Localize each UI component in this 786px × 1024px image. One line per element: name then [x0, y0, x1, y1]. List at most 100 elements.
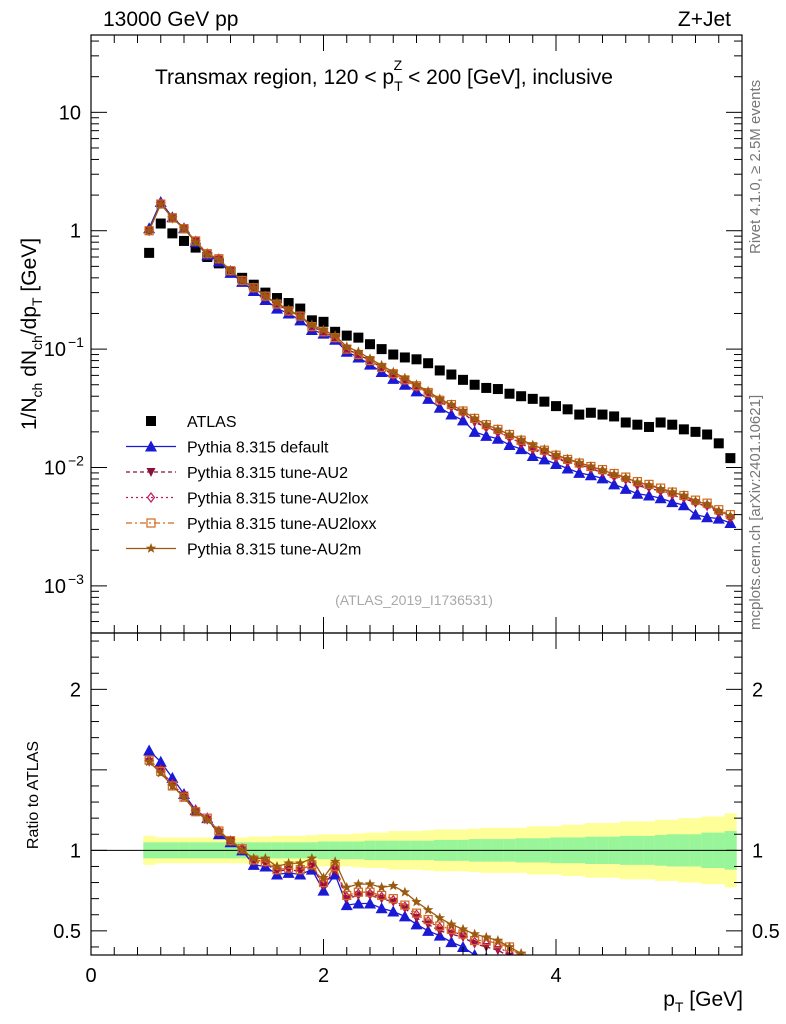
ratio-point-s0-19 [364, 897, 376, 909]
data-point-s0-36 [562, 404, 573, 415]
data-point-s5-6 [213, 254, 225, 265]
data-point-s5-29 [481, 419, 492, 430]
ratio-point-s4-23 [411, 896, 422, 907]
ratio-point-s0-0 [143, 744, 156, 756]
y-tick-label: 10 [59, 102, 81, 124]
data-point-s1-34 [538, 453, 551, 465]
data-point-s1-42 [631, 487, 644, 499]
ratio-point-s4-16 [329, 856, 341, 867]
data-point-s5-44 [655, 483, 666, 494]
ratio-point-s3-23 [411, 908, 422, 918]
ratio-point-s4-11 [271, 861, 283, 871]
ratio-point-s2-15 [319, 878, 328, 890]
ratio-point-s3-25 [435, 921, 445, 931]
data-point-s5-11 [271, 297, 283, 308]
data-point-s5-7 [225, 265, 236, 276]
header-collision-label: 13000 GeV pp [103, 8, 238, 31]
ratio-point-s4-2 [167, 780, 178, 791]
data-point-s0-23 [411, 354, 422, 365]
legend-label-2: Pythia 8.315 tune-AU2 [187, 465, 348, 482]
ratio-point-s4-7 [225, 835, 236, 846]
data-point-s5-20 [376, 359, 387, 370]
data-point-s1-40 [608, 478, 621, 490]
data-point-s1-29 [480, 429, 493, 441]
y-tick-exponent: −2 [68, 452, 84, 468]
data-point-s5-38 [585, 461, 597, 471]
data-point-s0-18 [353, 332, 364, 343]
y-tick-label: 10 [44, 339, 66, 361]
plot-title: Transmax region, 120 < pTZ < 200 [GeV], … [155, 57, 613, 94]
data-point-s5-39 [597, 464, 608, 475]
ratio-point-s4-6 [213, 825, 225, 836]
data-point-s0-25 [434, 365, 445, 376]
data-point-s0-35 [551, 401, 561, 412]
legend-marker-1 [145, 440, 157, 452]
data-point-s5-8 [236, 275, 248, 285]
ratio-point-s0-27 [457, 940, 469, 952]
ratio-point-s2-32 [520, 954, 522, 955]
data-point-s0-28 [469, 379, 480, 390]
data-point-s0-1 [155, 218, 166, 229]
ratio-point-s2-31 [505, 947, 514, 955]
legend-label-4: Pythia 8.315 tune-AU2loxx [187, 516, 376, 533]
ratio-point-s1-14 [307, 862, 317, 872]
x-tick-label: 2 [318, 965, 329, 987]
data-point-s5-3 [178, 223, 190, 234]
ratio-point-s4-25 [434, 912, 445, 923]
legend-label-1: Pythia 8.315 default [187, 440, 329, 457]
data-point-s0-20 [376, 344, 387, 355]
ratio-point-s0-17 [340, 899, 353, 911]
legend-marker-5 [145, 543, 157, 553]
data-point-s0-47 [690, 426, 701, 437]
ratio-point-s4-27 [457, 923, 469, 934]
ratio-point-s4-20 [376, 881, 387, 892]
ratio-point-s2-27 [458, 930, 468, 942]
ratio-point-s3-21 [388, 894, 398, 904]
data-point-s5-49 [713, 505, 724, 516]
ratio-point-s2-24 [423, 915, 433, 927]
ratio-point-s1-32 [517, 959, 526, 968]
data-point-s0-0 [144, 247, 155, 258]
data-point-s5-28 [469, 412, 480, 423]
ratio-point-s3-20 [377, 890, 387, 901]
y-tick-label: 10 [44, 457, 66, 479]
data-point-s5-40 [608, 468, 620, 479]
ratio-point-s4-26 [446, 918, 457, 929]
data-point-s0-31 [504, 388, 515, 399]
ratio-y-tick-label: 1 [70, 840, 81, 862]
ratio-point-s4-18 [353, 878, 364, 889]
ratio-point-s0-26 [445, 936, 458, 948]
ratio-y-axis-label: Ratio to ATLAS [25, 741, 42, 849]
data-point-s5-4 [190, 236, 201, 247]
data-point-s0-38 [585, 407, 596, 418]
data-point-s5-42 [632, 476, 643, 487]
ratio-point-s3-17 [342, 890, 352, 901]
x-tick-label: 0 [85, 965, 96, 987]
ratio-point-s0-23 [410, 918, 423, 930]
ratio-point-s2-17 [342, 891, 352, 903]
data-point-s0-39 [597, 409, 608, 420]
data-point-s0-15 [318, 316, 329, 327]
ratio-point-s4-0 [143, 756, 155, 767]
data-point-s0-32 [516, 391, 527, 402]
data-point-s0-4 [190, 242, 201, 253]
y-tick-exponent: −3 [68, 571, 84, 587]
y-tick-label: 1 [70, 221, 81, 243]
ratio-point-s4-12 [283, 857, 294, 868]
ratio-point-s4-10 [260, 852, 271, 863]
ratio-point-s4-29 [481, 931, 492, 942]
data-point-s1-38 [584, 469, 597, 481]
x-axis-label: pT [GeV] [663, 988, 743, 1015]
ratio-point-s4-8 [236, 844, 248, 855]
data-point-s1-37 [573, 466, 586, 478]
y-tick-exponent: −1 [68, 334, 84, 350]
ratio-point-s4-17 [341, 881, 352, 892]
data-point-s0-43 [644, 421, 654, 432]
data-point-s0-49 [713, 438, 724, 449]
ratio-point-s2-30 [493, 941, 503, 953]
ratio-point-s0-21 [387, 905, 400, 917]
data-point-s0-45 [667, 419, 678, 430]
data-point-s1-35 [550, 458, 562, 470]
ratio-point-s4-22 [399, 886, 411, 897]
data-point-s1-44 [654, 492, 667, 504]
